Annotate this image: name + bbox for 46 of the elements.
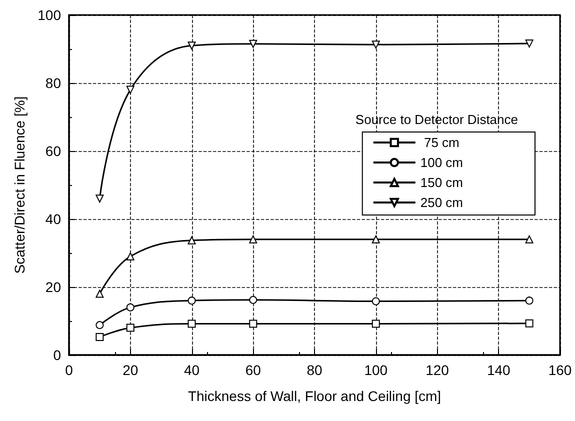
x-tick-label: 0 <box>65 362 74 378</box>
point <box>249 235 258 244</box>
y-axis-title: Scatter/Direct in Fluence [%] <box>12 96 28 274</box>
y-tick-label: 100 <box>38 7 62 23</box>
point <box>372 40 380 49</box>
y-tick-label: 60 <box>45 143 62 159</box>
legend-label: 100 cm <box>420 155 464 170</box>
legend-label: 75 cm <box>420 135 460 150</box>
point <box>525 319 534 328</box>
point <box>96 194 104 203</box>
x-tick-label: 60 <box>245 362 262 378</box>
legend-label: 150 cm <box>420 175 464 190</box>
point <box>188 296 196 305</box>
x-tick-label: 20 <box>122 362 138 378</box>
x-tick-label: 40 <box>184 362 200 378</box>
point <box>126 252 134 260</box>
point <box>372 320 380 328</box>
x-tick-label: 160 <box>548 362 572 378</box>
point <box>126 303 134 312</box>
point <box>372 235 380 244</box>
point <box>249 296 258 304</box>
x-tick-label: 80 <box>306 362 322 378</box>
x-tick-label: 120 <box>426 362 450 378</box>
y-tick-label: 40 <box>45 211 62 227</box>
point <box>96 290 104 298</box>
point <box>525 235 534 244</box>
point <box>188 42 196 50</box>
y-tick-label: 80 <box>45 75 62 91</box>
point <box>525 296 534 305</box>
y-tick-label: 20 <box>45 279 62 295</box>
point <box>249 320 258 328</box>
x-axis-title: Thickness of Wall, Floor and Ceiling [cm] <box>188 388 442 404</box>
point <box>96 321 104 330</box>
point <box>126 86 134 94</box>
point <box>96 332 104 341</box>
point <box>525 40 534 48</box>
y-tick-label: 0 <box>53 347 62 363</box>
point <box>126 324 134 332</box>
point <box>249 40 258 48</box>
legend-title: Source to Detector Distance <box>355 112 518 127</box>
point <box>372 297 380 306</box>
x-tick-label: 140 <box>486 362 511 378</box>
x-tick-label: 100 <box>364 362 388 378</box>
point <box>188 320 196 328</box>
point <box>188 236 196 244</box>
legend-label: 250 cm <box>420 195 464 210</box>
